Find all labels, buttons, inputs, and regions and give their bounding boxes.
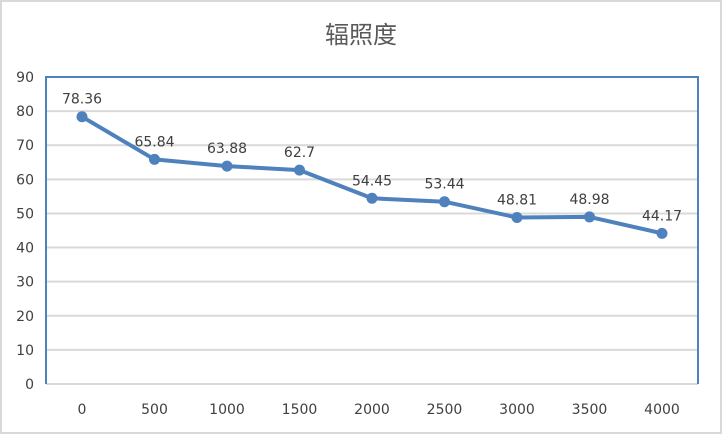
data-point xyxy=(511,212,523,224)
data-point xyxy=(76,111,88,123)
data-point xyxy=(294,164,305,176)
data-label: 78.36 xyxy=(62,92,102,108)
y-tick-label: 60 xyxy=(16,172,34,188)
data-point xyxy=(439,196,450,208)
y-tick-label: 70 xyxy=(16,138,34,154)
x-tick-label: 4000 xyxy=(644,402,680,418)
y-tick-label: 10 xyxy=(16,343,34,359)
data-label: 63.88 xyxy=(207,141,247,157)
data-label: 48.98 xyxy=(569,192,609,208)
data-point xyxy=(656,227,668,239)
x-tick-label: 2000 xyxy=(354,402,390,418)
data-label: 48.81 xyxy=(497,193,537,209)
x-tick-label: 1000 xyxy=(209,402,245,418)
data-point xyxy=(149,153,160,165)
data-point xyxy=(221,160,233,172)
x-tick-label: 3500 xyxy=(572,402,608,418)
y-tick-label: 40 xyxy=(16,241,34,257)
data-label: 53.44 xyxy=(424,177,464,193)
x-tick-label: 500 xyxy=(141,402,168,418)
y-tick-label: 30 xyxy=(16,275,34,291)
data-label: 65.84 xyxy=(134,134,174,150)
y-tick-label: 0 xyxy=(25,377,34,393)
data-label: 44.17 xyxy=(642,208,682,224)
data-label: 54.45 xyxy=(352,173,392,189)
y-tick-label: 90 xyxy=(16,70,34,86)
y-tick-label: 20 xyxy=(16,309,34,325)
x-tick-label: 1500 xyxy=(282,402,318,418)
y-tick-label: 50 xyxy=(16,206,34,222)
chart-title: 辐照度 xyxy=(325,21,397,49)
x-tick-label: 0 xyxy=(78,402,87,418)
plot-area-border xyxy=(45,76,699,384)
x-tick-label: 2500 xyxy=(427,402,463,418)
data-label: 62.7 xyxy=(284,145,315,161)
y-tick-label: 80 xyxy=(16,104,34,120)
data-point xyxy=(366,192,378,204)
data-point xyxy=(584,211,595,223)
x-tick-label: 3000 xyxy=(499,402,535,418)
